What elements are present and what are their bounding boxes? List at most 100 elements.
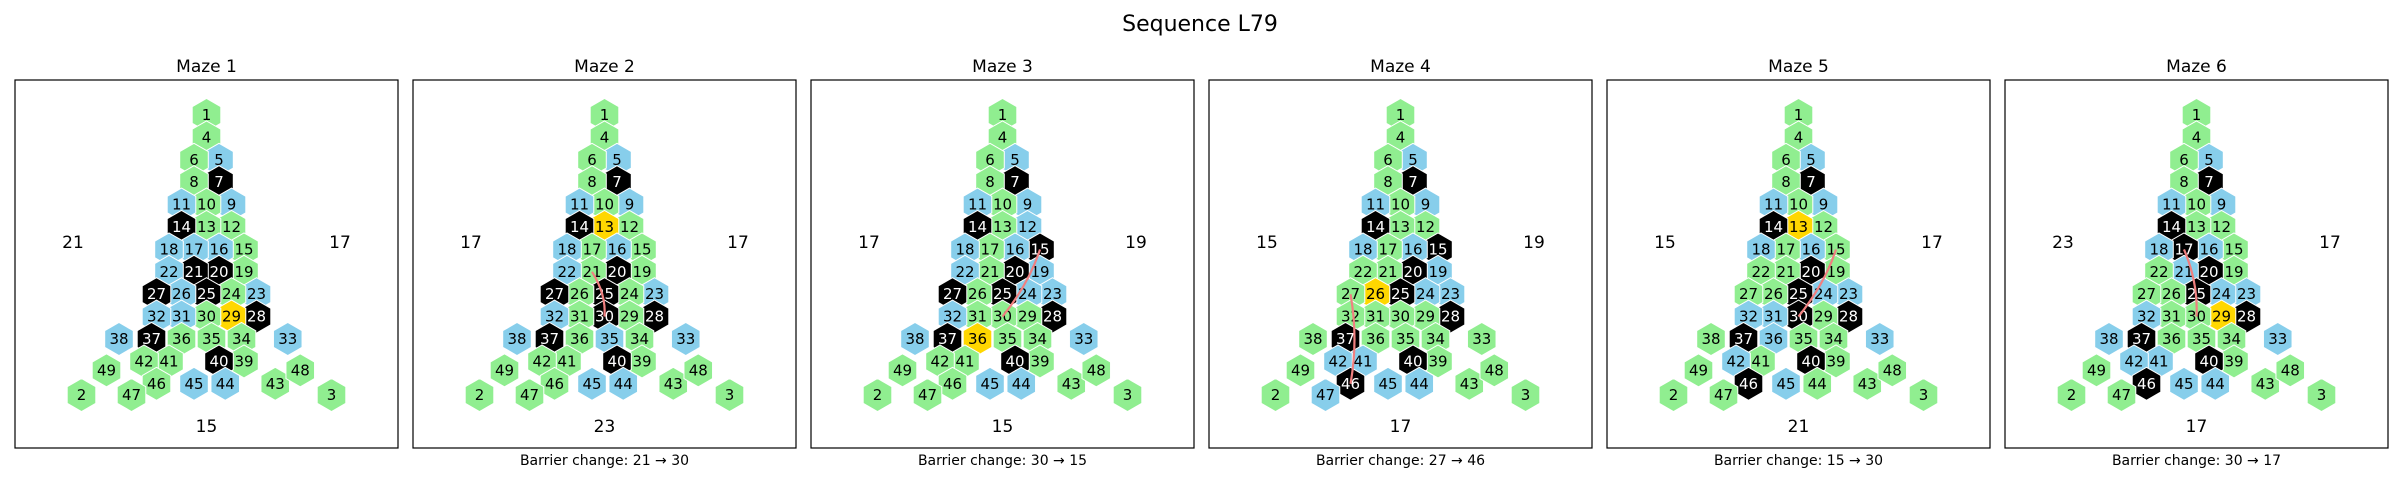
hex-label: 4 [1396, 128, 1406, 146]
barrier-line [1797, 249, 1838, 318]
hex-label: 45 [980, 375, 999, 393]
hex-cell [464, 377, 495, 413]
hex-label: 15 [632, 240, 651, 258]
hex-label: 39 [2224, 352, 2243, 370]
hex-label: 41 [2149, 352, 2168, 370]
hex-label: 18 [1353, 240, 1372, 258]
hex-label: 18 [955, 240, 974, 258]
hex-label: 11 [570, 196, 589, 214]
hex-label: 19 [1030, 263, 1049, 281]
hex-cell [714, 377, 745, 413]
hex-cell [2094, 321, 2124, 357]
hex-label: 48 [1883, 361, 1902, 379]
left-label: 17 [858, 233, 880, 253]
hex-label: 12 [1814, 218, 1833, 236]
hex-cell [1708, 377, 1739, 413]
hex-cell [2081, 353, 2112, 388]
hex-cell [1373, 366, 1403, 401]
hex-label: 31 [1764, 308, 1783, 326]
hex-label: 31 [2162, 308, 2181, 326]
hex-label: 9 [1819, 196, 1829, 214]
hex-label: 13 [1789, 218, 1808, 236]
hex-cell [1081, 353, 1112, 388]
hex-label: 35 [998, 330, 1017, 348]
hex-label: 36 [1764, 330, 1783, 348]
hex-label: 29 [1814, 308, 1833, 326]
hex-label: 35 [1794, 330, 1813, 348]
hex-label: 37 [938, 330, 957, 348]
hex-label: 47 [122, 386, 141, 404]
hex-label: 7 [612, 173, 622, 191]
hex-cell [670, 321, 701, 357]
hex-label: 17 [184, 240, 203, 258]
hex-label: 1 [1794, 106, 1804, 124]
hex-label: 42 [134, 352, 153, 370]
hex-label: 47 [520, 386, 539, 404]
hex-label: 11 [1366, 196, 1385, 214]
hex-label: 19 [2224, 263, 2243, 281]
hex-label: 1 [202, 106, 212, 124]
hex-label: 14 [2162, 218, 2181, 236]
hex-label: 43 [1062, 375, 1081, 393]
hex-label: 18 [2149, 240, 2168, 258]
hex-label: 41 [557, 352, 576, 370]
hex-label: 21 [2174, 263, 2193, 281]
hex-label: 32 [1739, 308, 1758, 326]
hex-label: 2 [873, 386, 883, 404]
hex-cell [1006, 366, 1037, 401]
hex-label: 29 [222, 308, 241, 326]
panel-title: Maze 3 [972, 57, 1033, 77]
hex-label: 24 [1416, 285, 1435, 303]
hex-label: 18 [1751, 240, 1770, 258]
hex-cell [1802, 366, 1833, 401]
hex-label: 3 [1123, 386, 1133, 404]
hex-label: 43 [266, 375, 285, 393]
maze-panel-5: Maze 512 34567891011121314151617181920212… [1606, 57, 1991, 469]
hex-label: 10 [595, 196, 614, 214]
hex-label: 44 [614, 375, 633, 393]
hex-label: 39 [234, 352, 253, 370]
hex-label: 24 [620, 285, 639, 303]
hex-cell [577, 366, 607, 401]
hex-label: 44 [2206, 375, 2225, 393]
hex-label: 37 [2132, 330, 2151, 348]
hex-cell [1068, 321, 1099, 357]
hex-label: 31 [172, 308, 191, 326]
hex-label: 26 [968, 285, 987, 303]
hex-label: 26 [1366, 285, 1385, 303]
hex-label: 5 [1408, 151, 1418, 169]
hex-label: 23 [645, 285, 664, 303]
hex-label: 28 [247, 308, 266, 326]
hex-label: 24 [1814, 285, 1833, 303]
hex-label: 41 [1751, 352, 1770, 370]
hex-label: 4 [998, 128, 1008, 146]
hex-label: 1 [1396, 106, 1406, 124]
hex-label: 21 [1378, 263, 1397, 281]
hex-label: 26 [1764, 285, 1783, 303]
hex-cell [1877, 353, 1908, 388]
hex-label: 39 [632, 352, 651, 370]
hex-label: 12 [222, 218, 241, 236]
hex-label: 43 [2256, 375, 2275, 393]
hex-label: 38 [1701, 330, 1720, 348]
hex-cell [116, 377, 147, 413]
hex-label: 25 [1391, 285, 1410, 303]
hex-label: 19 [234, 263, 253, 281]
bottom-label: 21 [1788, 417, 1810, 437]
hex-label: 7 [1408, 173, 1418, 191]
hex-label: 2 [475, 386, 485, 404]
hex-cell [975, 366, 1005, 401]
hex-label: 41 [955, 352, 974, 370]
hex-cell [179, 366, 209, 401]
hex-label: 10 [1391, 196, 1410, 214]
hex-label: 33 [278, 330, 297, 348]
hex-label: 35 [1396, 330, 1415, 348]
hex-label: 32 [545, 308, 564, 326]
hex-label: 35 [2192, 330, 2211, 348]
hex-cell [1285, 353, 1316, 388]
hex-label: 40 [209, 352, 228, 370]
hex-label: 1 [600, 106, 610, 124]
hex-label: 12 [2212, 218, 2231, 236]
left-label: 17 [460, 233, 482, 253]
hex-label: 44 [1410, 375, 1429, 393]
